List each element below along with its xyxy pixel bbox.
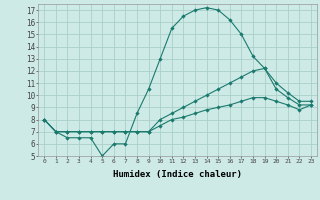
X-axis label: Humidex (Indice chaleur): Humidex (Indice chaleur) [113,170,242,179]
